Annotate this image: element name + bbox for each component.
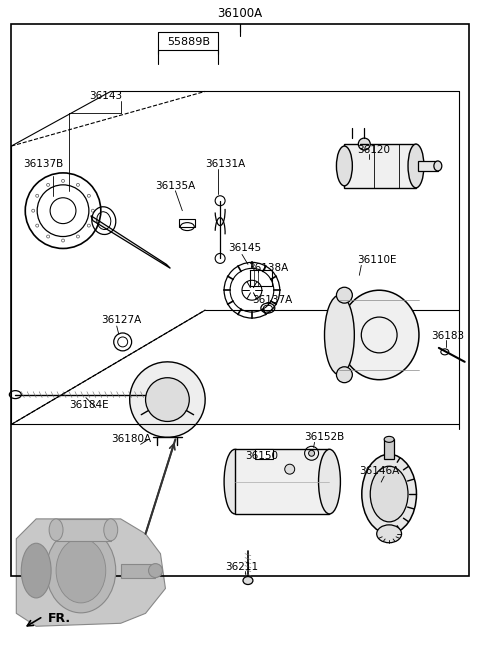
Ellipse shape [224,449,246,514]
Polygon shape [91,215,170,268]
Polygon shape [16,519,166,626]
Ellipse shape [336,146,352,186]
Text: 55889B: 55889B [167,37,210,47]
Ellipse shape [434,161,442,171]
Text: 36135A: 36135A [156,181,196,191]
Circle shape [285,464,295,474]
Ellipse shape [408,144,424,188]
Circle shape [145,378,189,421]
Text: 36145: 36145 [228,244,261,254]
Ellipse shape [148,564,162,578]
Text: 36184E: 36184E [69,399,108,409]
Ellipse shape [377,525,402,543]
Polygon shape [130,362,205,438]
Circle shape [336,367,352,382]
Circle shape [309,450,314,456]
Bar [120,564,156,578]
Bar [12,24,468,576]
Text: 36146A: 36146A [360,466,399,476]
Ellipse shape [362,454,417,533]
Text: 36100A: 36100A [217,7,263,20]
Ellipse shape [49,519,63,541]
Text: 36211: 36211 [225,562,258,572]
Ellipse shape [319,449,340,514]
Ellipse shape [21,543,51,598]
Text: FR.: FR. [48,612,71,625]
Text: 36110E: 36110E [357,256,397,265]
Text: 36137B: 36137B [23,159,63,169]
Bar [180,219,195,227]
Ellipse shape [243,577,253,585]
Text: 36143: 36143 [89,91,122,101]
Text: 36152B: 36152B [305,432,345,442]
Bar [418,161,438,171]
Bar [384,440,394,459]
Text: 36180A: 36180A [111,434,151,444]
Ellipse shape [384,436,394,442]
Ellipse shape [46,528,116,613]
Text: 36137A: 36137A [252,295,292,305]
Ellipse shape [324,295,354,374]
Bar [235,449,329,514]
Text: 36120: 36120 [357,145,390,155]
Circle shape [358,138,370,150]
Circle shape [336,287,352,303]
Ellipse shape [370,466,408,522]
Text: 36150: 36150 [245,451,278,461]
Ellipse shape [339,290,419,380]
Text: 36138A: 36138A [248,263,288,273]
Bar [56,519,111,541]
Bar [255,449,273,459]
Bar [250,270,272,286]
Text: 36131A: 36131A [205,159,245,169]
Ellipse shape [56,538,106,603]
Text: 36183: 36183 [431,331,464,341]
Ellipse shape [104,519,118,541]
Bar [344,144,416,188]
Text: 36127A: 36127A [101,315,141,325]
